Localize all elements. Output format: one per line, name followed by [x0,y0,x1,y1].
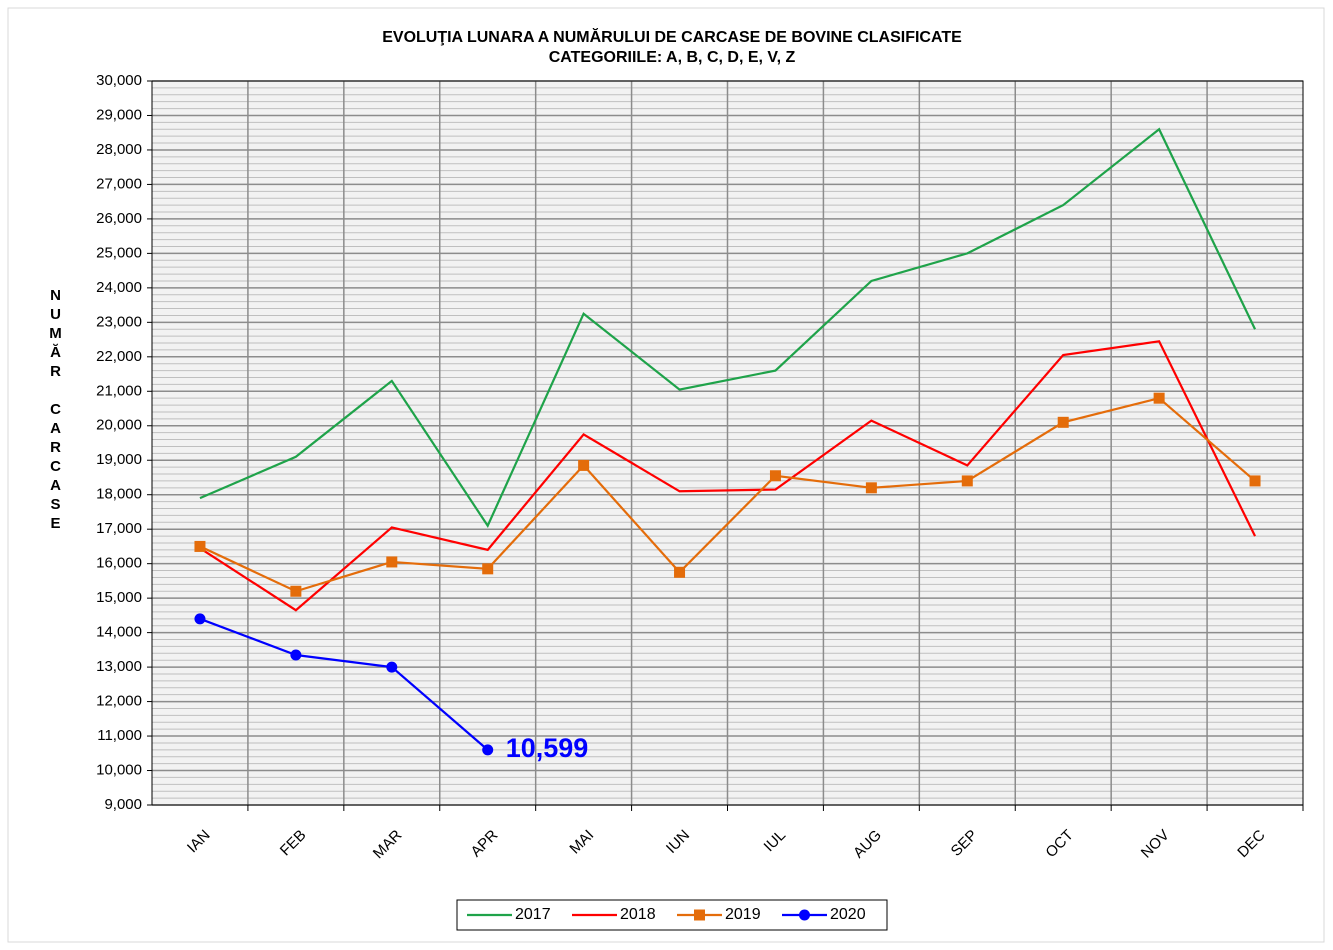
marker [1057,416,1069,428]
y-tick-label: 19,000 [96,451,142,468]
y-tick-label: 24,000 [96,279,142,296]
y-tick-label: 26,000 [96,210,142,227]
y-tick-label: 18,000 [96,486,142,503]
y-tick-label: 30,000 [96,72,142,89]
marker [799,909,810,921]
marker [578,459,590,471]
y-tick-label: 14,000 [96,624,142,641]
y-tick-label: 25,000 [96,244,142,261]
marker [482,563,494,575]
marker [386,661,398,673]
marker [674,566,686,578]
y-tick-label: 15,000 [96,589,142,606]
y-tick-label: 10,000 [96,761,142,778]
marker [290,585,302,597]
y-axis-label: NUMĂR CARCASE [47,287,64,534]
marker [482,744,494,756]
y-tick-label: 23,000 [96,313,142,330]
chart-subtitle: CATEGORIILE: A, B, C, D, E, V, Z [549,49,796,66]
y-tick-label: 21,000 [96,382,142,399]
y-tick-label: 9,000 [104,796,142,813]
marker [386,556,398,568]
series-line [199,617,489,751]
marker [1249,475,1261,487]
legend-label: 2018 [620,906,656,923]
legend-label: 2020 [830,906,866,923]
marker [1153,392,1165,404]
data-label: 10,599 [506,733,589,763]
y-tick-label: 11,000 [97,727,142,744]
y-tick-label: 27,000 [96,175,142,192]
marker [865,482,877,494]
legend-label: 2017 [515,906,551,923]
series-line [199,396,1256,593]
y-tick-label: 22,000 [96,348,142,365]
marker [694,909,705,921]
series-line [199,127,1257,529]
series-line [199,340,1257,612]
marker [194,540,206,552]
y-tick-label: 28,000 [96,141,142,158]
y-tick-label: 12,000 [96,693,142,710]
y-tick-label: 29,000 [96,106,142,123]
marker [769,470,781,482]
y-tick-label: 16,000 [96,555,142,572]
y-tick-label: 13,000 [96,658,142,675]
chart-title: EVOLUŢIA LUNARA A NUMĂRULUI DE CARCASE D… [382,27,962,46]
y-tick-label: 20,000 [96,417,142,434]
marker [194,613,206,625]
legend-label: 2019 [725,906,761,923]
y-tick-label: 17,000 [96,520,142,537]
marker [290,649,302,661]
marker [961,475,973,487]
